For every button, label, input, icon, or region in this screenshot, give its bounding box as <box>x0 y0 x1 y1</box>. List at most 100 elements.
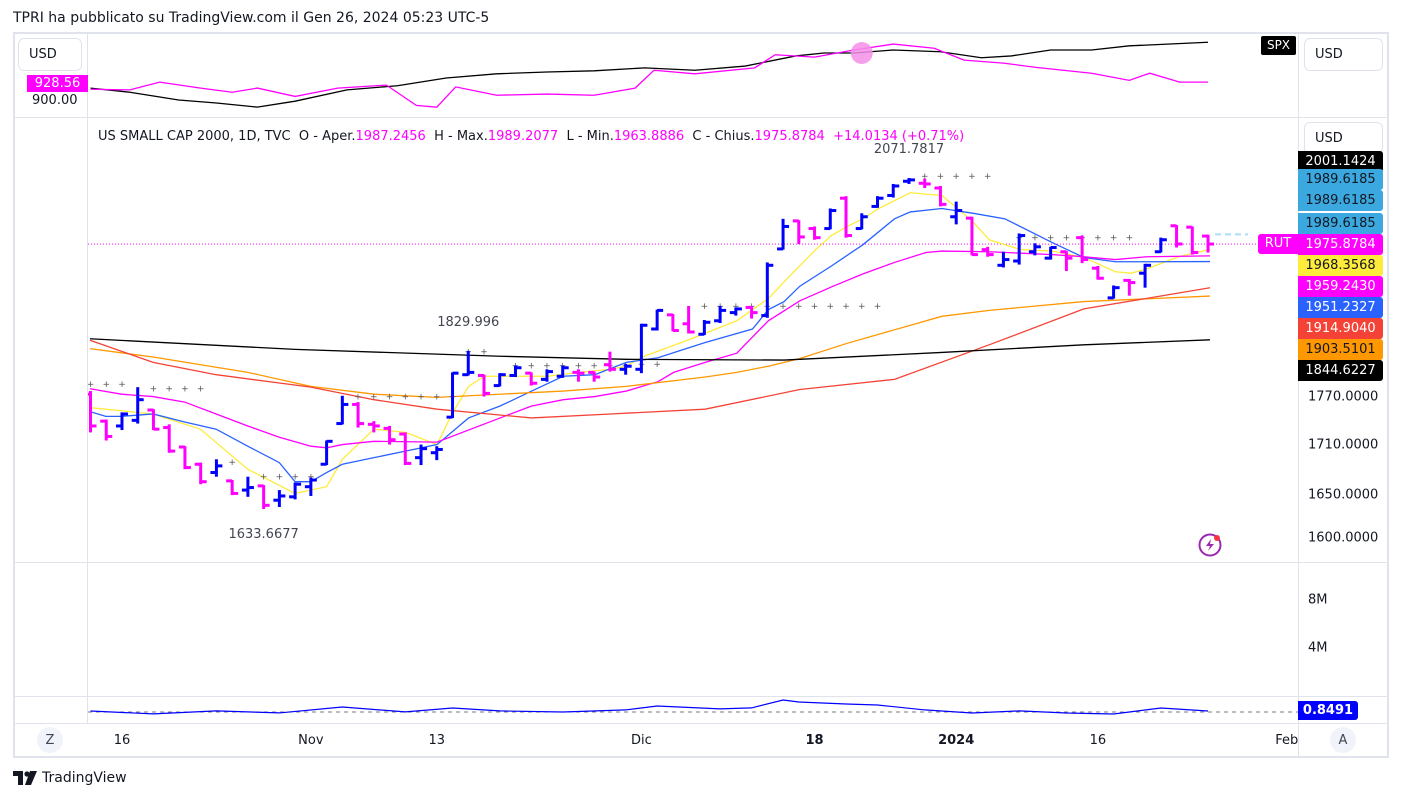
main-currency-button[interactable]: USD <box>1304 122 1383 154</box>
pivot-marker: + <box>937 172 945 182</box>
highlight-marker <box>850 41 873 64</box>
time-axis-divider <box>15 723 1387 724</box>
ohlc-bar-down <box>981 246 994 257</box>
ohlc-bar-down <box>399 432 412 466</box>
brand-name: TradingView <box>42 770 127 786</box>
legend-low-label: L - Min. <box>566 129 614 144</box>
volume-tick: 8M <box>1308 592 1328 608</box>
ohlc-bar-up <box>997 251 1010 268</box>
ohlc-bar-up <box>729 307 742 316</box>
ohlc-bar-up <box>509 365 522 378</box>
ohlc-bar-up <box>540 369 553 382</box>
legend-change: +14.0134 (+0.71%) <box>833 129 965 144</box>
price-annotation: 1633.6677 <box>228 526 299 542</box>
pivot-marker: + <box>1031 234 1039 244</box>
ohlc-bar-up <box>415 444 428 466</box>
ohlc-bar-up <box>446 371 459 419</box>
ohlc-bar-down <box>1186 225 1199 255</box>
ohlc-bar-up <box>635 323 648 374</box>
ohlc-bar-up <box>556 365 569 378</box>
ohlc-bar-up <box>950 201 963 225</box>
price-label: 1914.9040 <box>1298 318 1383 339</box>
publish-header: TPRI ha pubblicato su TradingView.com il… <box>13 10 490 26</box>
ohlc-bar-up <box>855 213 868 231</box>
price-axis-tick: 1710.0000 <box>1308 437 1379 453</box>
pivot-marker: + <box>1063 234 1071 244</box>
pivot-marker: + <box>276 473 284 483</box>
time-axis-label: 16 <box>113 733 131 748</box>
pivot-marker: + <box>87 380 95 390</box>
legend-high: 1989.2077 <box>487 129 559 144</box>
volume-tick: 4M <box>1308 640 1328 656</box>
ohlc-bar-down <box>478 373 490 397</box>
ohlc-bar-up <box>273 490 286 508</box>
time-axis-label: Feb <box>1275 733 1299 748</box>
pivot-marker: + <box>370 393 378 403</box>
ma-line-red <box>89 287 1211 419</box>
pivot-marker: + <box>874 302 882 312</box>
time-axis-label: Dic <box>631 733 652 748</box>
time-axis-label: 18 <box>805 733 824 748</box>
legend-name: US SMALL CAP 2000, 1D, TVC <box>98 129 291 144</box>
ohlc-bar-up <box>1107 285 1120 300</box>
pivot-marker: + <box>433 393 441 403</box>
ohlc-bar-up <box>320 439 333 466</box>
legend-close-label: C - Chius. <box>692 129 755 144</box>
ohlc-bar-down <box>147 408 160 431</box>
ohlc-bar-down <box>1060 250 1073 272</box>
symbol-legend: US SMALL CAP 2000, 1D, TVC O - Aper.1987… <box>98 129 964 144</box>
ohlc-bar-up <box>871 196 884 208</box>
time-axis-label: 16 <box>1089 733 1107 748</box>
pane-divider <box>15 696 1387 697</box>
pivot-marker: + <box>354 393 362 403</box>
zoom-reset-button[interactable]: Z <box>37 727 63 753</box>
pivot-marker: + <box>165 385 173 395</box>
lightning-alert-icon[interactable] <box>1197 532 1223 558</box>
ohlc-bar-up <box>887 183 900 198</box>
ohlc-bar-up <box>1028 243 1041 256</box>
time-axis-label: 2024 <box>938 733 975 748</box>
pivot-marker: + <box>921 172 929 182</box>
pivot-marker: + <box>1126 234 1134 244</box>
tradingview-logo[interactable]: TradingView <box>13 770 127 786</box>
price-label: 1989.6185 <box>1298 190 1383 211</box>
pivot-marker: + <box>779 302 787 312</box>
top-left-currency-button[interactable]: USD <box>18 38 82 71</box>
price-label: 2001.1424 <box>1298 151 1383 172</box>
pivot-marker: + <box>228 458 236 468</box>
ohlc-bar-down <box>352 402 365 428</box>
pivot-marker: + <box>811 302 819 312</box>
left-scale-divider <box>87 34 88 724</box>
ohlc-bar-down <box>572 369 585 382</box>
price-annotation: 1829.996 <box>437 314 500 330</box>
ohlc-bar-up <box>1139 263 1152 288</box>
top-right-currency-button[interactable]: USD <box>1304 38 1383 71</box>
ohlc-bar-down <box>840 196 853 238</box>
ohlc-bar-down <box>1091 266 1104 280</box>
compare-value-label: 928.56 <box>27 75 88 92</box>
pivot-marker: + <box>984 172 992 182</box>
pivot-marker: + <box>842 302 850 312</box>
pivot-marker: + <box>480 348 488 358</box>
ohlc-bar-down <box>808 226 821 240</box>
price-label: 1989.6185 <box>1298 169 1383 190</box>
ohlc-bar-down <box>194 462 207 485</box>
ohlc-bar-up <box>493 373 506 388</box>
time-axis-label: 13 <box>428 733 446 748</box>
chart-frame <box>13 32 1389 758</box>
price-label: 1959.2430 <box>1298 276 1383 297</box>
pivot-marker: + <box>732 302 740 312</box>
pivot-marker: + <box>827 302 835 312</box>
pivot-marker: + <box>386 393 394 403</box>
legend-open-label: O - Aper. <box>298 129 356 144</box>
ma-line-black <box>89 338 1211 361</box>
auto-scale-button[interactable]: A <box>1330 727 1356 753</box>
ohlc-bar-down <box>682 305 695 334</box>
legend-low: 1963.8886 <box>613 129 685 144</box>
ohlc-bar-up <box>131 387 144 424</box>
ohlc-bar-down <box>1123 278 1136 296</box>
ohlc-bar-down <box>965 216 978 257</box>
pivot-marker: + <box>402 393 410 403</box>
ohlc-bar-up <box>714 305 727 324</box>
